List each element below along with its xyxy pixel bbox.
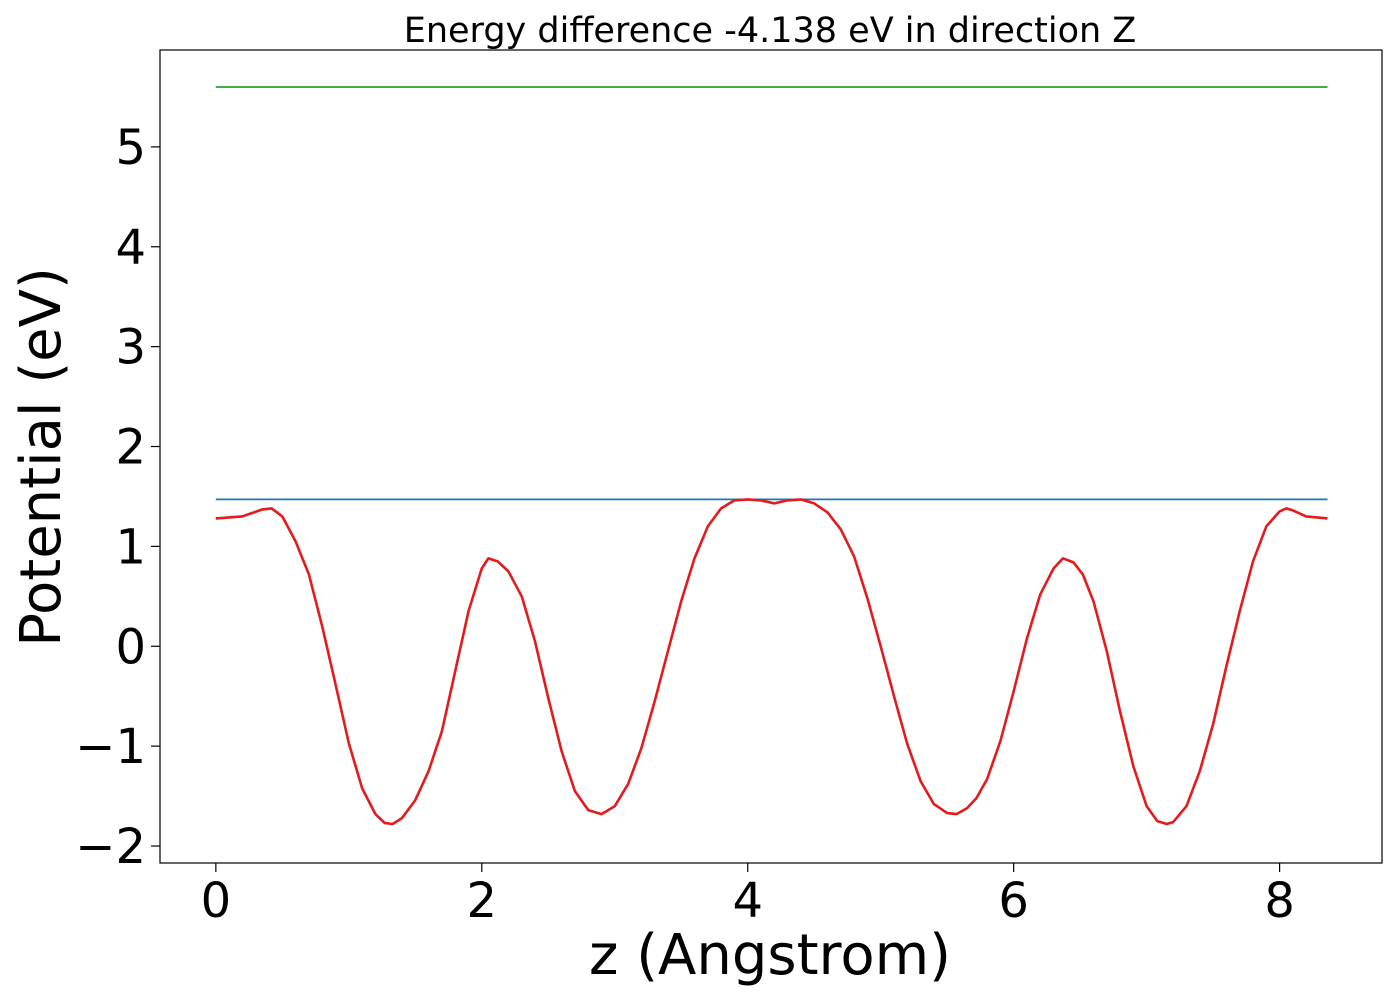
y-tick-label: −1 — [75, 719, 146, 775]
y-axis-label: Potential (eV) — [9, 267, 74, 647]
y-tick-label: 1 — [115, 519, 146, 575]
y-tick-label: −2 — [75, 819, 146, 875]
x-tick-label: 0 — [201, 873, 232, 929]
x-tick-label: 2 — [467, 873, 498, 929]
y-tick-label: 3 — [115, 320, 146, 376]
chart-title: Energy difference -4.138 eV in direction… — [404, 11, 1137, 51]
y-tick-label: 0 — [115, 619, 146, 675]
x-tick-label: 8 — [1264, 873, 1295, 929]
series-layer — [215, 86, 1328, 826]
y-tick-label: 5 — [115, 120, 146, 176]
y-axis-ticks: −2 −1 0 1 2 3 4 5 — [75, 120, 160, 875]
y-tick-label: 2 — [115, 420, 146, 476]
y-tick-label: 4 — [115, 220, 146, 276]
x-axis-label: z (Angstrom) — [589, 923, 951, 988]
x-axis-ticks: 0 2 4 6 8 — [201, 863, 1295, 929]
x-tick-label: 4 — [732, 873, 763, 929]
axes-frame — [159, 49, 1383, 864]
x-tick-label: 6 — [998, 873, 1029, 929]
series-line-red — [215, 498, 1328, 826]
